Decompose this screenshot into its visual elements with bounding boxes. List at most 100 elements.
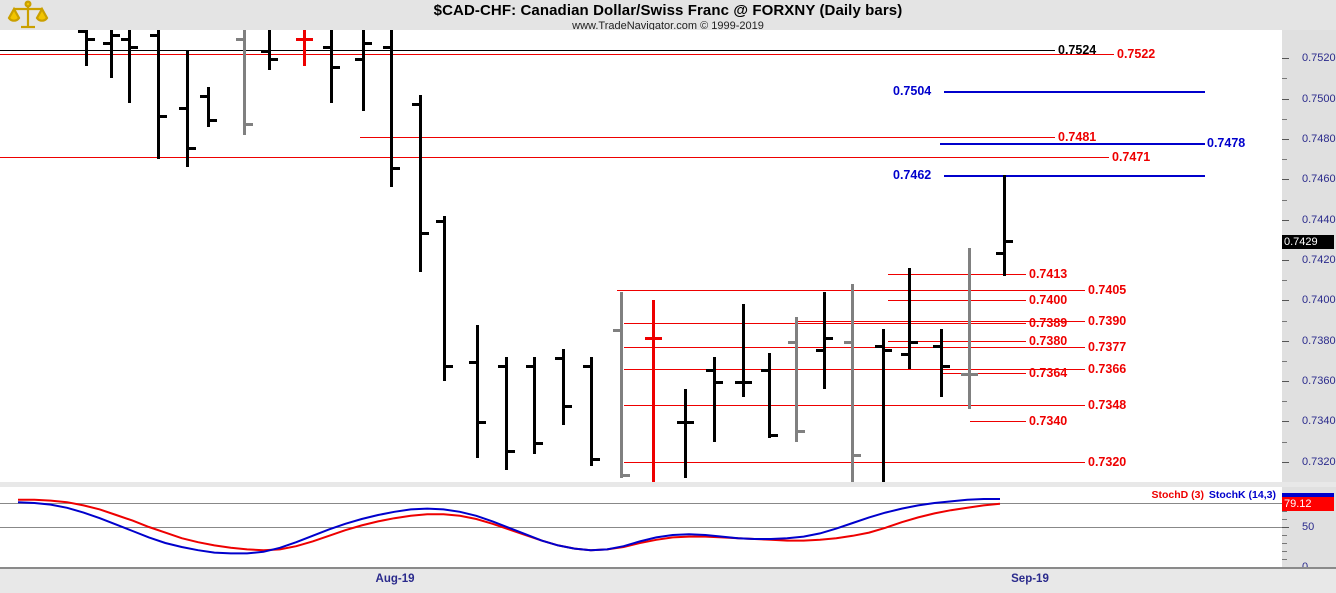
price-level-label[interactable]: 0.7377 [1088,339,1127,354]
price-axis-tick [1282,219,1289,221]
ohlc-open-tick [469,360,476,364]
price-level-line[interactable] [0,50,1055,52]
ohlc-open-tick [583,364,590,368]
price-level-line[interactable] [970,421,1026,423]
price-level-label[interactable]: 0.7413 [1029,267,1068,282]
ohlc-bar[interactable] [157,30,160,160]
ohlc-bar[interactable] [768,352,771,438]
price-level-label[interactable]: 0.7389 [1029,315,1068,330]
ohlc-bar[interactable] [882,328,885,482]
ohlc-bar[interactable] [85,30,88,67]
price-level-line[interactable] [624,405,1085,407]
price-level-label[interactable]: 0.7481 [1058,129,1097,144]
ohlc-bar[interactable] [851,284,854,482]
ohlc-bar[interactable] [823,292,826,390]
price-level-label[interactable]: 0.7524 [1058,43,1097,58]
ohlc-bar[interactable] [243,30,246,135]
price-level-label[interactable]: 0.7471 [1112,150,1151,165]
ohlc-open-tick [200,94,207,98]
ohlc-open-tick [121,38,128,42]
price-level-line[interactable] [624,461,1085,463]
price-level-line[interactable] [888,274,1026,276]
price-level-label[interactable]: 0.7478 [1207,136,1246,150]
price-level-line[interactable] [940,143,1205,145]
ohlc-close-tick [365,42,372,46]
ohlc-close-tick [687,421,694,425]
price-axis-tick [1282,58,1289,60]
ohlc-bar[interactable] [476,324,479,458]
ohlc-bar[interactable] [908,268,911,369]
ohlc-bar[interactable] [620,292,623,478]
ohlc-close-tick [798,429,805,433]
price-axis-label: 0.7460 [1302,173,1336,186]
price-level-label[interactable]: 0.7405 [1088,283,1127,298]
price-level-line[interactable] [624,369,1085,370]
stochastic-axis[interactable]: 50079.12 [1282,487,1336,573]
price-level-label[interactable]: 0.7364 [1029,366,1068,381]
price-axis-minor-tick [1282,360,1287,362]
price-axis-minor-tick [1282,118,1287,120]
price-axis-minor-tick [1282,280,1287,282]
ohlc-bar[interactable] [186,50,189,168]
ohlc-bar[interactable] [330,30,333,103]
price-level-label[interactable]: 0.7340 [1029,414,1068,429]
price-level-label[interactable]: 0.7462 [893,168,932,183]
ohlc-bar[interactable] [533,356,536,454]
price-level-line[interactable] [941,373,1026,375]
price-level-label[interactable]: 0.7390 [1088,313,1127,328]
price-level-label[interactable]: 0.7522 [1117,47,1156,62]
price-level-label[interactable]: 0.7320 [1088,454,1127,469]
stochastic-pane[interactable]: StochD (3) StochK (14,3) [0,487,1283,567]
price-axis-label: 0.7520 [1302,52,1336,65]
price-chart-pane[interactable]: 0.7524 0.7522 0.7504 0.7481 0.7478 0.7471 0.74… [0,30,1283,482]
price-level-label[interactable]: 0.7504 [893,83,932,98]
ohlc-bar[interactable] [1003,175,1006,277]
price-level-line[interactable] [624,346,1085,348]
price-level-line[interactable] [888,340,1026,342]
ohlc-close-tick [189,147,196,151]
ohlc-bar[interactable] [443,215,446,382]
stoch-gridline-upper [0,503,1282,504]
ohlc-bar[interactable] [713,356,716,442]
pane-divider [0,482,1282,487]
price-level-line[interactable] [795,320,1085,322]
ohlc-close-tick [271,58,278,62]
price-level-line[interactable] [360,136,1055,138]
ohlc-bar[interactable] [505,356,508,470]
date-axis[interactable]: Aug-19 Sep-19 [0,567,1336,593]
ohlc-bar[interactable] [562,348,565,426]
price-level-line[interactable] [944,175,1205,178]
ohlc-bar[interactable] [795,316,798,442]
price-level-label[interactable]: 0.7366 [1088,362,1127,376]
ohlc-bar[interactable] [742,304,745,398]
ohlc-bar[interactable] [268,30,271,71]
ohlc-open-tick [816,348,823,352]
ohlc-bar[interactable] [652,300,655,482]
ohlc-bar[interactable] [968,247,971,410]
ohlc-bar[interactable] [207,86,210,127]
ohlc-bar[interactable] [303,30,306,67]
price-axis[interactable]: 0.7520 0.7500 0.7480 0.7460 0.7440 0.7420 0.74… [1282,30,1336,482]
price-axis-tick [1282,461,1289,463]
stoch-axis-minor-tick [1282,535,1287,536]
price-level-label[interactable]: 0.7380 [1029,333,1068,348]
ohlc-bar[interactable] [110,30,113,79]
price-level-line[interactable] [944,90,1205,93]
price-level-line[interactable] [0,54,1114,56]
price-level-line[interactable] [888,300,1026,302]
ohlc-bar[interactable] [940,328,943,398]
ohlc-bar[interactable] [390,30,393,188]
ohlc-open-tick [844,340,851,344]
ohlc-bar[interactable] [684,389,687,478]
ohlc-bar[interactable] [419,94,422,273]
price-level-label[interactable]: 0.7400 [1029,293,1068,308]
ohlc-bar[interactable] [362,30,365,111]
stoch-axis-minor-tick [1282,519,1287,520]
ohlc-open-tick [613,328,620,332]
ohlc-bar[interactable] [128,30,131,103]
price-level-label[interactable]: 0.7348 [1088,398,1127,413]
ohlc-open-tick [645,336,652,340]
price-level-line[interactable] [0,157,1109,159]
ohlc-bar[interactable] [590,356,593,466]
ohlc-close-tick [113,34,120,38]
